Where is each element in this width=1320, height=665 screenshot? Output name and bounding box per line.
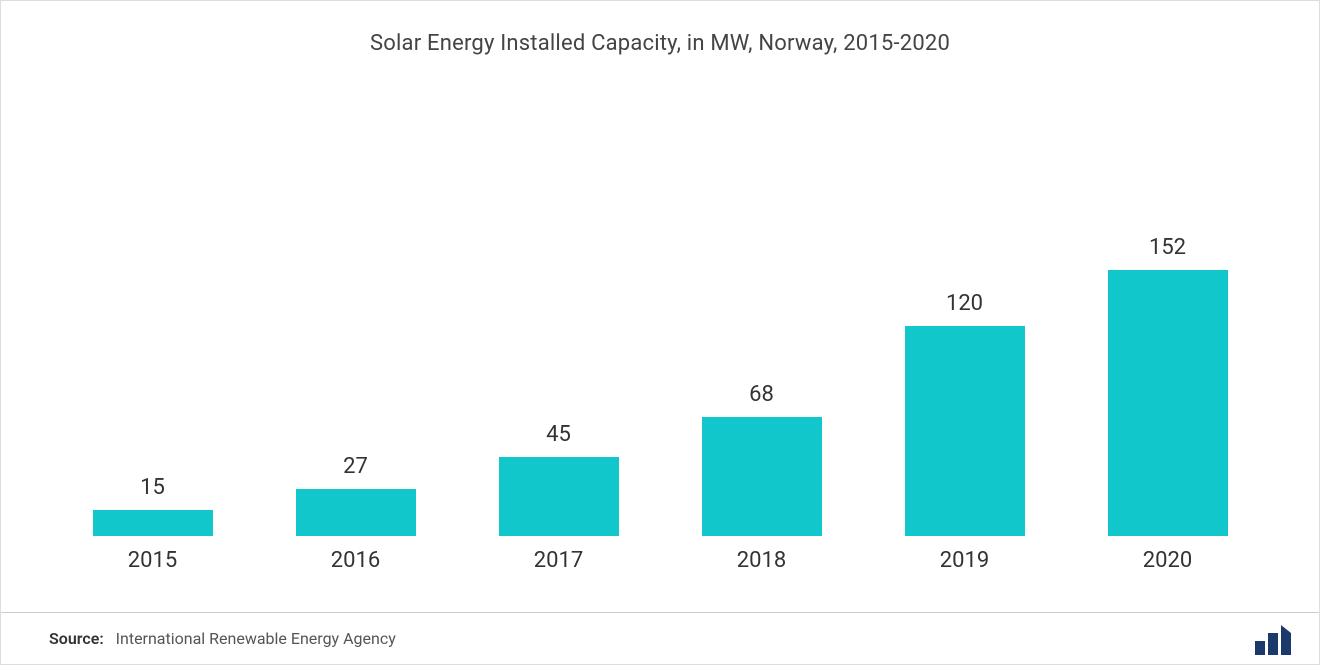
x-axis-labels: 201520162017201820192020 xyxy=(41,536,1279,573)
bar-group: 68 xyxy=(660,382,863,536)
bar-group: 45 xyxy=(457,422,660,536)
bar-value-label: 152 xyxy=(1149,235,1186,260)
brand-logo-icon xyxy=(1255,623,1291,655)
bar-group: 15 xyxy=(51,475,254,536)
bar-value-label: 120 xyxy=(946,291,983,316)
bar-value-label: 45 xyxy=(546,422,571,447)
bar xyxy=(905,326,1025,536)
chart-footer: Source: International Renewable Energy A… xyxy=(1,612,1319,664)
bar xyxy=(1108,270,1228,536)
bar-value-label: 27 xyxy=(343,454,368,479)
bar xyxy=(93,510,213,536)
chart-title: Solar Energy Installed Capacity, in MW, … xyxy=(41,31,1279,56)
bar-value-label: 68 xyxy=(749,382,774,407)
bar-group: 120 xyxy=(863,291,1066,536)
x-axis-label: 2016 xyxy=(254,548,457,573)
x-axis-label: 2018 xyxy=(660,548,863,573)
x-axis-label: 2019 xyxy=(863,548,1066,573)
bar xyxy=(702,417,822,536)
bar xyxy=(499,457,619,536)
x-axis-label: 2020 xyxy=(1066,548,1269,573)
x-axis-label: 2015 xyxy=(51,548,254,573)
source-text: International Renewable Energy Agency xyxy=(116,629,396,648)
source-line: Source: International Renewable Energy A… xyxy=(49,629,396,648)
bar-group: 152 xyxy=(1066,235,1269,536)
bar xyxy=(296,489,416,536)
plot-area: 15 27 45 68 120 152 xyxy=(41,96,1279,536)
x-axis-label: 2017 xyxy=(457,548,660,573)
chart-container: Solar Energy Installed Capacity, in MW, … xyxy=(0,0,1320,665)
bar-value-label: 15 xyxy=(140,475,165,500)
source-label: Source: xyxy=(49,629,104,648)
bar-group: 27 xyxy=(254,454,457,536)
